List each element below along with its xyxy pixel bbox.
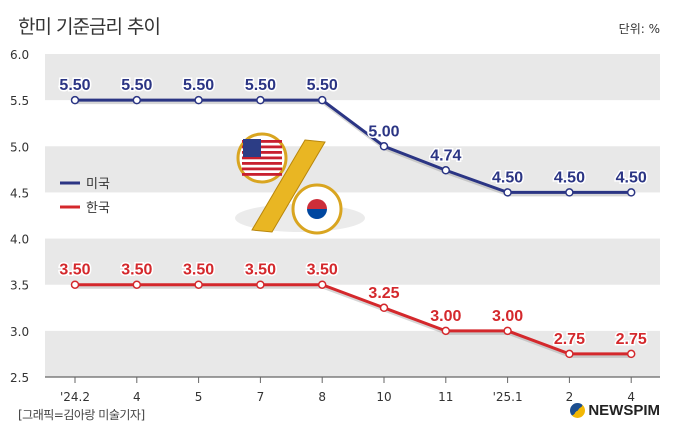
data-label: 2.75 (616, 331, 647, 348)
x-tick-label: 4 (627, 390, 635, 404)
taegeuk-bottom (307, 209, 327, 219)
percent-illustration (235, 132, 365, 235)
legend-label: 미국 (86, 177, 110, 192)
data-label: 3.50 (307, 262, 338, 279)
data-label: 5.50 (121, 77, 152, 94)
us-flag-stripe (242, 173, 282, 176)
y-tick-label: 3.0 (10, 325, 29, 339)
data-point (565, 349, 574, 359)
data-label: 4.50 (492, 169, 523, 186)
data-point (441, 326, 451, 336)
data-point (194, 280, 203, 289)
x-tick-label: 5 (195, 390, 203, 404)
data-point (317, 280, 327, 289)
data-label: 5.50 (183, 77, 214, 94)
x-tick-label: '24.2 (60, 390, 90, 404)
data-label: 2.75 (554, 331, 585, 348)
us-flag-stripe (242, 140, 282, 143)
data-point (626, 349, 636, 359)
grid-band (45, 330, 660, 377)
x-tick-label: 11 (438, 390, 453, 404)
us-flag-stripe (242, 162, 282, 165)
credit-text: [그래픽=김아랑 미술기자] (18, 408, 145, 422)
x-tick-label: 4 (133, 390, 141, 404)
data-point (132, 280, 142, 289)
series-line-한국 (75, 283, 632, 356)
data-label: 5.50 (59, 77, 90, 94)
data-point (565, 188, 574, 197)
legend-label: 한국 (86, 201, 110, 216)
grid-band (45, 54, 660, 101)
y-tick-label: 2.5 (10, 371, 29, 385)
data-label: 3.50 (59, 262, 90, 279)
data-label: 3.00 (430, 308, 461, 325)
grid-band (45, 238, 660, 285)
data-label: 5.50 (245, 77, 276, 94)
data-label: 4.50 (554, 169, 585, 186)
data-label: 3.00 (492, 308, 523, 325)
x-tick-label: 8 (318, 390, 326, 404)
data-label: 3.50 (183, 262, 214, 279)
x-tick-label: '25.1 (493, 390, 523, 404)
data-point (132, 95, 142, 105)
data-label: 4.74 (430, 147, 461, 164)
data-label: 3.50 (245, 262, 276, 279)
data-point (626, 188, 636, 197)
data-label: 5.00 (368, 123, 399, 140)
newspim-logo: NEWSPIM (570, 402, 660, 419)
percent-slash (251, 139, 326, 233)
us-flag-stripe (242, 156, 282, 160)
unit-label: 단위: % (618, 22, 660, 36)
data-point (503, 188, 512, 197)
data-label: 3.25 (368, 285, 399, 302)
data-point (256, 280, 265, 289)
y-tick-label: 4.5 (10, 186, 29, 200)
chart-title: 한미 기준금리 추이 (18, 16, 161, 38)
y-tick-label: 6.0 (10, 48, 29, 62)
data-point (70, 280, 80, 289)
us-flag-stripe (242, 145, 282, 149)
x-tick-label: 7 (257, 390, 265, 404)
data-point (441, 166, 451, 175)
us-flag-stripe (242, 167, 282, 171)
y-tick-label: 5.0 (10, 140, 29, 154)
data-point (379, 303, 389, 313)
data-label: 3.50 (121, 262, 152, 279)
us-flag-canton (243, 139, 261, 157)
data-point (379, 142, 389, 151)
y-tick-label: 5.5 (10, 94, 29, 108)
data-point (256, 95, 265, 105)
logo-text: NEWSPIM (588, 402, 660, 419)
data-point (194, 95, 203, 105)
data-label: 5.50 (307, 77, 338, 94)
logo-icon (570, 403, 586, 418)
grid-band (45, 146, 660, 193)
series-line-미국 (75, 98, 632, 194)
data-label: 4.50 (616, 169, 647, 186)
y-tick-label: 3.5 (10, 279, 29, 293)
data-point (317, 95, 327, 105)
series-shadow (76, 284, 633, 358)
us-flag-stripe (242, 151, 282, 154)
y-tick-label: 4.0 (10, 233, 29, 247)
x-tick-label: 2 (566, 390, 574, 404)
data-point (70, 95, 80, 105)
taegeuk-top (307, 199, 327, 209)
data-point (503, 326, 512, 336)
x-tick-label: 10 (376, 390, 391, 404)
